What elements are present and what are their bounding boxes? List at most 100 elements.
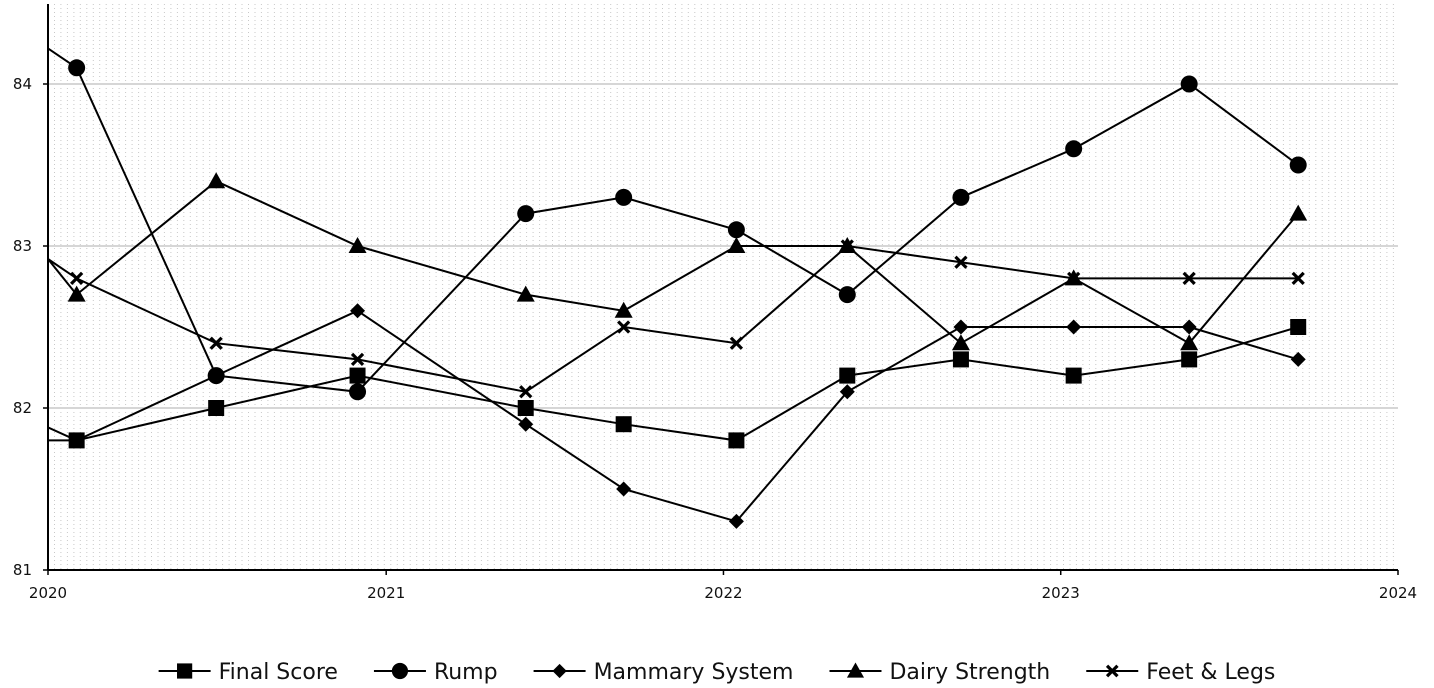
data-point-diamond <box>616 481 632 497</box>
data-point-triangle <box>516 285 535 302</box>
data-point-cross <box>1067 271 1081 286</box>
data-point-square <box>1065 367 1082 384</box>
cross-stroke <box>954 255 968 269</box>
data-point-cross <box>729 336 744 350</box>
x-tick-label: 2022 <box>704 584 742 602</box>
data-point-diamond <box>208 368 224 384</box>
data-point-triangle <box>207 172 226 189</box>
data-point-circle <box>349 383 367 401</box>
cross-stroke <box>840 239 854 253</box>
legend-label: Mammary System <box>594 660 794 685</box>
y-tick-label: 81 <box>13 561 32 579</box>
series-line <box>48 47 1299 393</box>
series-line <box>48 244 1299 393</box>
legend: Final Score Rump Mammary System Dairy Stren… <box>158 660 1275 685</box>
data-point-cross <box>617 320 631 334</box>
data-point-cross <box>209 336 223 350</box>
data-point-circle <box>838 286 856 304</box>
data-point-cross <box>1182 271 1196 286</box>
legend-item: Dairy Strength <box>829 660 1050 685</box>
cross-stroke <box>1291 271 1305 286</box>
data-point-circle <box>517 205 535 223</box>
series-dairy-strength <box>48 172 1308 351</box>
data-point-square <box>728 432 745 449</box>
grid <box>48 4 1398 570</box>
series-rump <box>48 47 1307 401</box>
legend-item: Final Score <box>158 660 338 685</box>
data-point-diamond <box>1066 319 1082 335</box>
y-tick-label: 82 <box>13 399 32 417</box>
legend-label: Feet & Legs <box>1146 660 1275 685</box>
cross-stroke <box>1105 664 1119 678</box>
cross-stroke <box>70 271 84 286</box>
data-point-triangle <box>1289 204 1308 221</box>
legend-label: Dairy Strength <box>889 660 1050 685</box>
data-point-circle <box>68 59 86 77</box>
series-feet-legs <box>48 239 1305 399</box>
data-point-circle <box>615 188 633 206</box>
cross-stroke <box>617 320 631 334</box>
legend-item: Mammary System <box>533 660 794 685</box>
data-point-triangle <box>951 334 970 351</box>
legend-item: Rump <box>373 660 498 685</box>
series-line <box>48 309 1299 523</box>
data-point-square <box>952 351 969 368</box>
x-tick-label: 2024 <box>1379 584 1417 602</box>
data-point-circle <box>1289 156 1307 174</box>
data-point-diamond <box>350 303 366 319</box>
x-tick-label: 2020 <box>29 584 67 602</box>
x-tick-label: 2023 <box>1042 584 1080 602</box>
data-point-diamond <box>552 663 567 679</box>
legend-label: Rump <box>434 660 498 685</box>
data-point-circle <box>1065 140 1083 158</box>
data-point-square <box>349 367 366 384</box>
series-lines <box>48 47 1308 529</box>
data-point-circle <box>391 662 409 680</box>
cross-stroke <box>1182 271 1196 286</box>
data-point-cross <box>840 239 854 253</box>
data-point-cross <box>954 255 968 269</box>
data-point-circle <box>952 188 970 206</box>
data-point-circle <box>727 221 745 239</box>
series-final-score <box>48 319 1307 449</box>
data-point-triangle <box>348 237 367 253</box>
data-point-square <box>1181 351 1198 368</box>
data-point-square <box>1290 319 1307 335</box>
data-point-diamond <box>953 319 969 335</box>
data-point-triangle <box>727 237 746 253</box>
cross-stroke <box>209 336 223 350</box>
data-point-diamond <box>728 513 744 529</box>
data-point-square <box>177 663 193 679</box>
x-tick-label: 2021 <box>367 584 405 602</box>
data-point-square <box>517 400 534 416</box>
data-point-cross <box>1105 664 1119 678</box>
data-point-cross <box>350 352 365 367</box>
y-tick-label: 84 <box>13 75 32 93</box>
data-point-diamond <box>1290 351 1306 367</box>
data-point-cross <box>70 271 84 286</box>
data-point-triangle <box>614 301 633 318</box>
data-point-square <box>208 400 225 416</box>
cross-stroke <box>519 385 533 399</box>
legend-item: Feet & Legs <box>1086 660 1275 685</box>
series-line <box>48 180 1299 345</box>
data-point-cross <box>519 385 533 399</box>
axes: 81 82 83 84 2020 2021 2022 2023 2024 <box>13 4 1417 602</box>
cross-stroke <box>729 336 744 350</box>
series-line <box>48 326 1299 442</box>
data-point-diamond <box>1181 319 1197 335</box>
data-point-diamond <box>518 416 534 432</box>
data-point-diamond <box>69 432 85 448</box>
data-point-triangle <box>67 285 86 302</box>
data-point-triangle <box>846 662 865 678</box>
cross-stroke <box>350 352 365 367</box>
cross-stroke <box>1067 271 1081 286</box>
data-point-square <box>839 367 856 384</box>
y-tick-label: 83 <box>13 237 32 255</box>
data-point-square <box>615 416 632 433</box>
data-point-circle <box>1180 75 1198 93</box>
data-point-triangle <box>1180 334 1199 351</box>
series-mammary-system <box>48 303 1306 529</box>
